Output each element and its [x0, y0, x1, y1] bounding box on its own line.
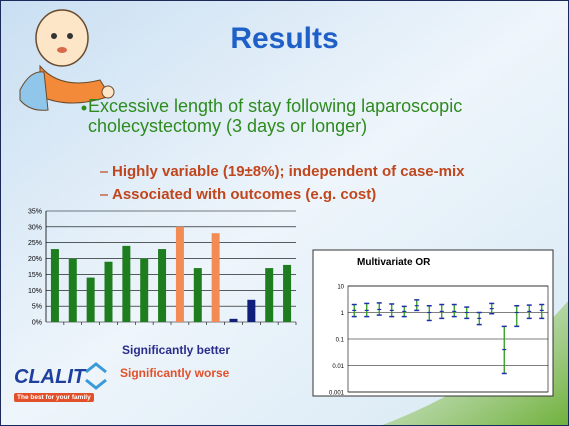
bar	[122, 246, 130, 322]
page: {"slide":{"title":"Results", "bullet":"E…	[0, 0, 569, 426]
y-tick-label: 0.1	[336, 338, 345, 344]
y-tick-label: 0%	[32, 320, 42, 327]
bar	[105, 262, 113, 322]
bar	[140, 259, 148, 322]
sub-bullet: Highly variable (19±8%); independent of …	[112, 163, 465, 180]
y-tick-label: 0.01	[332, 364, 344, 370]
logo-name: CLALIT	[14, 366, 85, 389]
bar	[247, 300, 255, 322]
y-tick-label: 10%	[28, 288, 42, 295]
y-tick-label: 15%	[28, 272, 42, 279]
bullet-point	[82, 106, 87, 111]
y-tick-label: 10	[337, 285, 344, 291]
bar	[265, 268, 273, 322]
slide-background: 0%5%10%15%20%25%30%35%0.0010.010.1110	[0, 0, 569, 426]
bar	[230, 319, 238, 322]
bar	[283, 265, 291, 322]
bullet-text: Excessive length of stay following lapar…	[88, 96, 558, 136]
bar	[194, 268, 202, 322]
legend-entry: Significantly better	[122, 343, 230, 357]
y-tick-label: 25%	[28, 240, 42, 247]
chart-title: Multivariate OR	[357, 257, 430, 268]
y-tick-label: 20%	[28, 256, 42, 263]
y-tick-label: 5%	[32, 304, 42, 311]
y-tick-label: 0.001	[329, 391, 345, 397]
slide-title: Results	[0, 22, 569, 56]
legend-entry: Significantly worse	[120, 366, 229, 380]
bar	[69, 259, 77, 322]
logo-tagline: The best for your family	[14, 393, 94, 402]
bar	[158, 249, 166, 322]
sub-bullet: Associated with outcomes (e.g. cost)	[112, 186, 376, 203]
bar	[51, 249, 59, 322]
y-tick-label: 35%	[28, 209, 42, 216]
bar	[212, 233, 220, 322]
bar	[176, 227, 184, 322]
bar	[87, 278, 95, 322]
y-tick-label: 30%	[28, 224, 42, 231]
